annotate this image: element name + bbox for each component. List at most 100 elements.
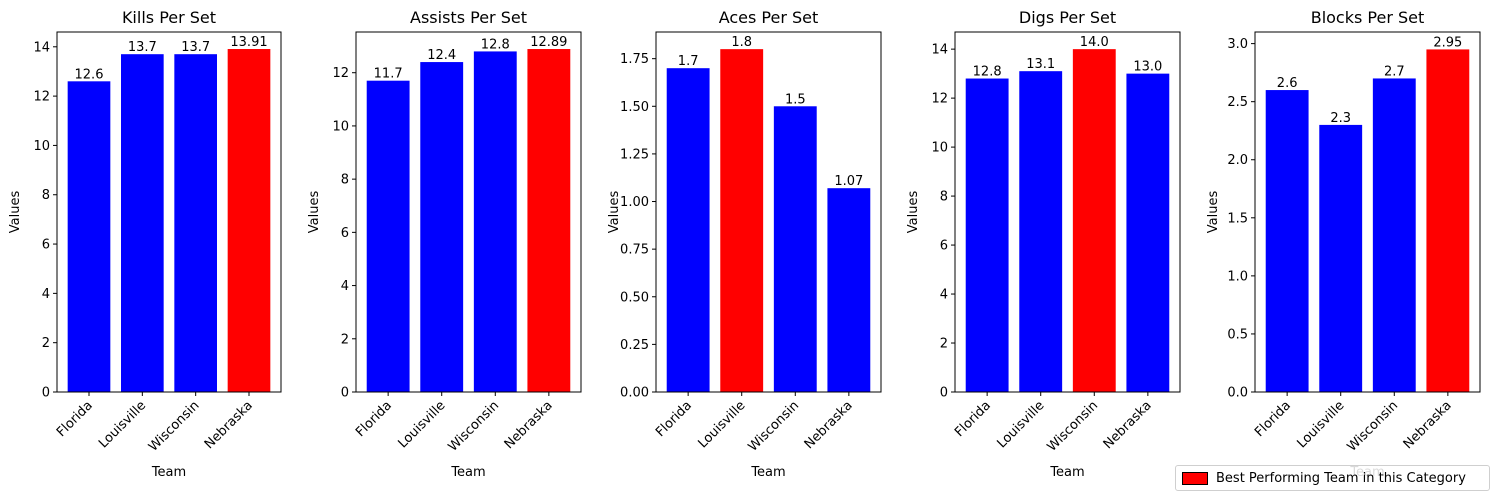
bar-louisville — [121, 54, 164, 393]
x-tick-label: Florida — [653, 398, 695, 440]
y-axis-label: Values — [307, 191, 322, 234]
x-tick-label: Florida — [1252, 398, 1294, 440]
y-axis-label: Values — [906, 191, 921, 234]
x-tick-label: Louisville — [395, 398, 448, 451]
y-tick-label: 10 — [931, 141, 948, 156]
chart-panel-3: Aces Per Set 1.7 1.8 1.5 1.07 0.00 0.25 0.50 0.7… — [607, 8, 882, 480]
y-tick-label: 12 — [332, 66, 349, 81]
x-axis-label: Team — [151, 465, 186, 480]
y-tick-label: 0 — [341, 386, 349, 401]
y-tick-label: 12 — [931, 92, 948, 107]
x-tick-label: Florida — [952, 398, 994, 440]
bar-nebraska — [527, 49, 571, 393]
y-tick-label: 12 — [33, 90, 50, 105]
bar-nebraska — [1126, 73, 1170, 392]
y-tick-label: 0.5 — [1227, 327, 1248, 342]
chart-title: Kills Per Set — [122, 8, 216, 27]
bar-wisconsin — [473, 51, 517, 393]
y-axis-label: Values — [8, 191, 23, 234]
data-label: 12.89 — [530, 35, 567, 50]
data-label: 12.8 — [973, 65, 1002, 80]
y-tick-label: 0.0 — [1227, 386, 1248, 401]
chart-panel-1: Kills Per Set 12.6 13.7 13.7 13.91 0 2 4 6 8 10 12 1… — [8, 8, 282, 480]
x-tick-label: Florida — [353, 398, 395, 440]
bar-wisconsin — [1072, 49, 1116, 393]
chart-title: Assists Per Set — [410, 8, 527, 27]
axes-frame — [655, 31, 882, 393]
x-tick-label: Nebraska — [202, 398, 256, 452]
y-axis-label: Values — [607, 191, 622, 234]
bar-nebraska — [227, 49, 271, 392]
x-tick-label: Louisville — [1294, 398, 1347, 451]
y-tick-label: 6 — [940, 239, 948, 254]
chart-title: Aces Per Set — [719, 8, 819, 27]
data-label: 13.0 — [1133, 60, 1162, 75]
data-label: 1.7 — [678, 54, 699, 69]
y-tick-label: 2 — [42, 336, 50, 351]
axes-frame — [355, 31, 582, 393]
y-tick-label: 1.5 — [1227, 211, 1248, 226]
y-tick-label: 2.0 — [1227, 153, 1248, 168]
x-tick-label: Wisconsin — [146, 398, 203, 455]
bar-louisville — [420, 62, 464, 392]
bar-wisconsin — [174, 54, 217, 393]
x-tick-label: Nebraska — [1401, 398, 1455, 452]
data-label: 13.7 — [128, 40, 157, 55]
data-label: 11.7 — [374, 67, 403, 82]
y-tick-label: 4 — [940, 288, 948, 303]
bar-wisconsin — [773, 106, 817, 393]
x-tick-label: Nebraska — [1101, 398, 1155, 452]
x-tick-label: Wisconsin — [1345, 398, 1402, 455]
data-label: 13.7 — [181, 40, 210, 55]
y-tick-label: 4 — [341, 279, 349, 294]
x-tick-label: Wisconsin — [746, 398, 803, 455]
data-label: 12.4 — [427, 48, 456, 63]
bar-florida — [965, 78, 1009, 392]
data-label: 1.07 — [834, 174, 863, 189]
x-tick-label: Florida — [54, 398, 96, 440]
y-tick-label: 10 — [332, 119, 349, 134]
x-tick-label: Louisville — [994, 398, 1047, 451]
y-tick-label: 2.5 — [1227, 95, 1248, 110]
y-tick-label: 14 — [931, 43, 948, 58]
bar-louisville — [1319, 124, 1363, 392]
axes-frame — [56, 31, 282, 393]
bar-florida — [666, 68, 710, 392]
chart-title: Blocks Per Set — [1311, 8, 1425, 27]
x-tick-label: Louisville — [96, 398, 149, 451]
y-tick-label: 8 — [940, 190, 948, 205]
axes-frame — [954, 31, 1181, 393]
legend-label: Best Performing Team in this Category — [1216, 470, 1466, 486]
bar-florida — [1265, 90, 1309, 392]
y-tick-label: 1.25 — [620, 147, 649, 162]
y-tick-label: 2 — [940, 337, 948, 352]
chart-panel-5: Blocks Per Set 2.6 2.3 2.7 2.95 0.0 0.5 1.0 1.5 2… — [1206, 8, 1481, 480]
y-tick-label: 6 — [42, 238, 50, 253]
data-label: 13.1 — [1026, 57, 1055, 72]
data-label: 12.6 — [75, 67, 104, 82]
data-label: 2.6 — [1277, 76, 1298, 91]
y-tick-label: 4 — [42, 287, 50, 302]
data-label: 1.5 — [785, 92, 806, 107]
chart-title: Digs Per Set — [1019, 8, 1116, 27]
y-tick-label: 10 — [33, 139, 50, 154]
y-tick-label: 3.0 — [1227, 37, 1248, 52]
y-tick-label: 0.25 — [620, 338, 649, 353]
bar-nebraska — [1426, 49, 1470, 393]
x-tick-label: Nebraska — [802, 398, 856, 452]
data-label: 2.3 — [1330, 111, 1351, 126]
y-tick-label: 8 — [341, 173, 349, 188]
data-label: 13.91 — [230, 35, 267, 50]
x-tick-label: Nebraska — [502, 398, 556, 452]
legend-swatch — [1182, 471, 1208, 485]
chart-panel-4: Digs Per Set 12.8 13.1 14.0 13.0 0 2 4 6 8 10 12 14 F… — [906, 8, 1181, 480]
data-label: 2.7 — [1384, 64, 1405, 79]
y-tick-label: 0.50 — [620, 290, 649, 305]
bar-nebraska — [827, 188, 871, 392]
bar-louisville — [720, 49, 764, 393]
chart-panel-2: Assists Per Set 11.7 12.4 12.8 12.89 0 2 4 6 8 10 1… — [307, 8, 582, 480]
axes-frame — [1254, 31, 1481, 393]
y-tick-label: 1.50 — [620, 100, 649, 115]
x-tick-label: Wisconsin — [1045, 398, 1102, 455]
